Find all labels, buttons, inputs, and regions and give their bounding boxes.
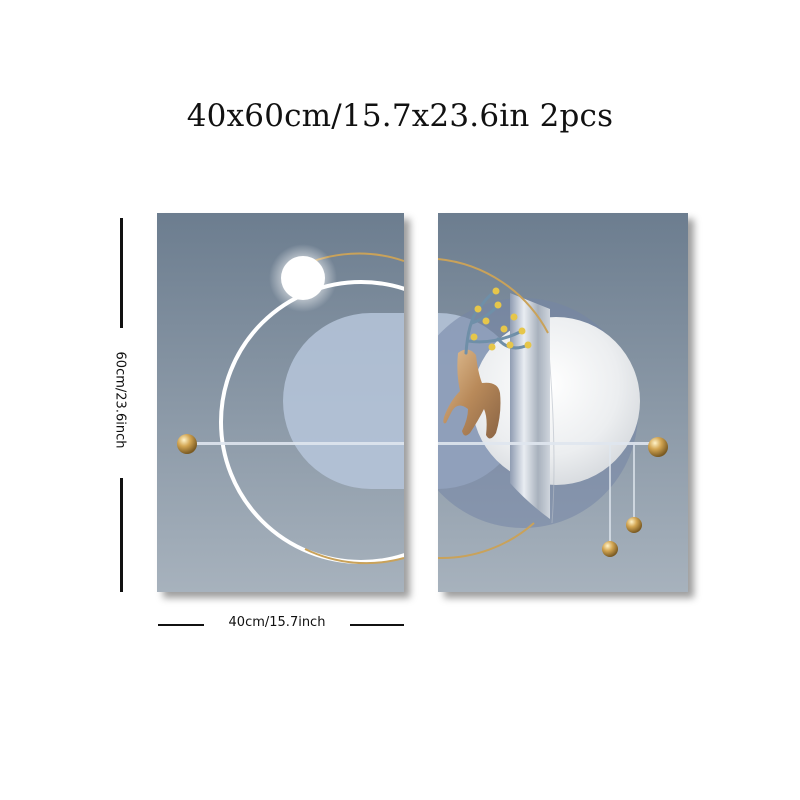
horizontal-rod <box>187 442 404 445</box>
gold-ring-arc <box>438 258 549 334</box>
deer-icon <box>443 287 532 439</box>
gold-ball-icon <box>648 437 668 457</box>
width-dimension-line-right <box>350 624 404 626</box>
canvas-panel-right <box>438 213 688 592</box>
gold-ring-arc-bottom <box>438 522 535 560</box>
canvas-art-right <box>438 213 688 592</box>
canvas-art-left <box>157 213 404 592</box>
width-dimension-line-left <box>158 624 204 626</box>
height-dimension-label: 60cm/23.6inch <box>112 351 128 449</box>
gold-ring-arc-bottom <box>304 548 404 565</box>
moon-icon <box>281 256 325 300</box>
silver-folded-panel <box>510 293 550 519</box>
height-dimension-line-bottom <box>120 478 123 592</box>
gold-ball-icon <box>602 541 618 557</box>
white-ring <box>219 280 404 564</box>
gold-ball-icon <box>177 434 197 454</box>
product-size-title: 40x60cm/15.7x23.6in 2pcs <box>186 98 614 134</box>
gold-ball-icon <box>626 517 642 533</box>
width-dimension-label: 40cm/15.7inch <box>228 615 326 630</box>
horizontal-rod <box>438 442 658 445</box>
canvas-panel-left <box>157 213 404 592</box>
height-dimension-line-top <box>120 218 123 328</box>
